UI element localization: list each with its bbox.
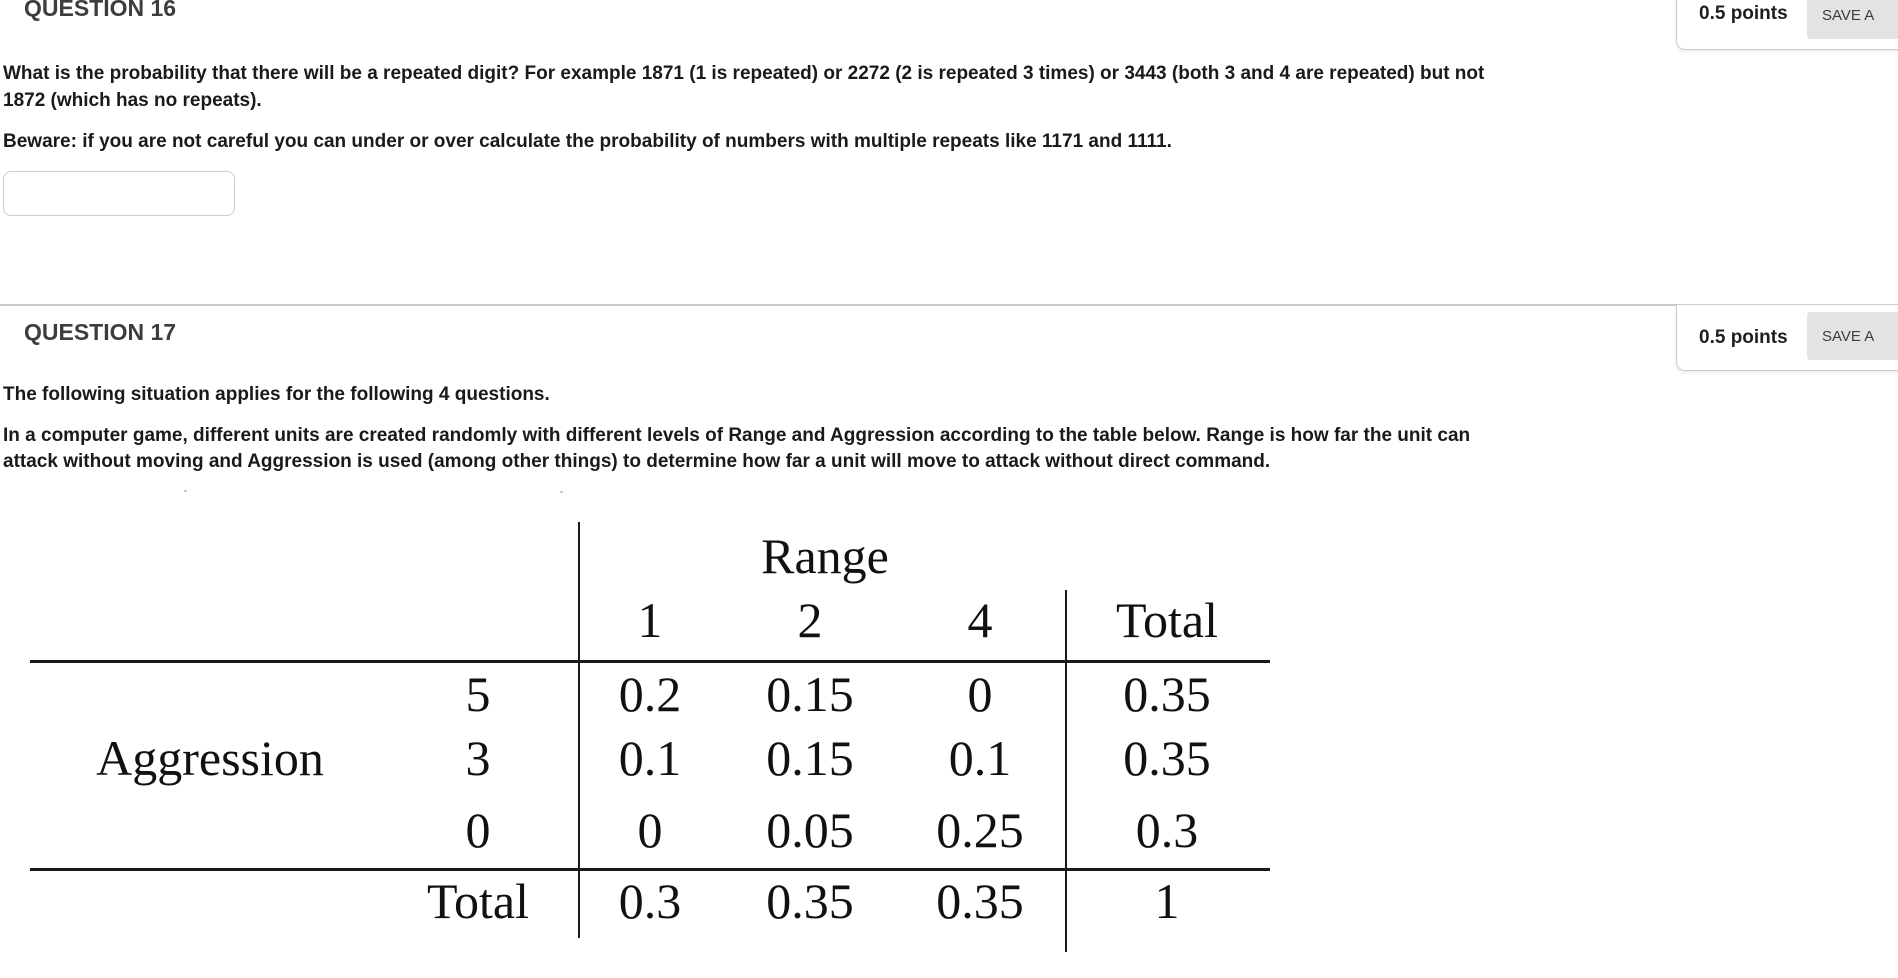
table-grand-total: 1 [1154, 873, 1180, 929]
table-row-key: 5 [465, 666, 491, 722]
table-cell: 0.05 [766, 802, 854, 858]
question-16-answer-input[interactable] [3, 171, 235, 216]
table-row-key: 3 [465, 730, 491, 786]
question-16-text-line-2: 1872 (which has no repeats). [3, 90, 262, 111]
table-col-total: 0.35 [766, 873, 854, 929]
question-16-points-panel: 0.5 points SAVE A [1676, 0, 1898, 50]
table-cell: 0.15 [766, 730, 854, 786]
question-16-beware-text: Beware: if you are not careful you can u… [3, 131, 1172, 152]
table-row-total: 0.35 [1123, 730, 1211, 786]
question-divider [0, 304, 1676, 306]
table-cell: 0 [967, 666, 993, 722]
question-17-save-answer-button[interactable]: SAVE A [1807, 312, 1898, 360]
table-totals-row-label: Total [426, 873, 530, 929]
table-total-col-header: Total [1115, 592, 1219, 648]
table-horizontal-rule-totals [30, 868, 1270, 871]
table-cell: 0.15 [766, 666, 854, 722]
render-artifact-dot [560, 491, 563, 493]
table-horizontal-rule-header [30, 660, 1270, 663]
table-cell: 0.2 [618, 666, 682, 722]
probability-table-image: Range 1 2 4 Total 5 0.2 0.15 0 0.35 Aggr… [30, 510, 1270, 965]
table-col-group-label: Range [761, 528, 889, 584]
table-cell: 0.25 [936, 802, 1024, 858]
question-16-points-badge: 0.5 points [1699, 3, 1788, 24]
table-vertical-rule-left [578, 522, 580, 938]
question-16-heading: QUESTION 16 [24, 0, 177, 21]
table-row-group-label: Aggression [96, 730, 324, 786]
question-17-points-panel: 0.5 points SAVE A [1676, 304, 1898, 371]
question-16-save-answer-button[interactable]: SAVE A [1807, 0, 1898, 39]
table-vertical-rule-total [1065, 590, 1067, 952]
table-col-header: 2 [797, 592, 823, 648]
render-artifact-dot [184, 490, 187, 492]
question-17-points-badge: 0.5 points [1699, 327, 1788, 348]
table-row-total: 0.3 [1135, 802, 1199, 858]
table-col-total: 0.3 [618, 873, 682, 929]
table-cell: 0 [637, 802, 663, 858]
table-col-total: 0.35 [936, 873, 1024, 929]
table-row-key: 0 [465, 802, 491, 858]
question-17-intro-text: The following situation applies for the … [3, 384, 550, 405]
table-cell: 0.1 [618, 730, 682, 786]
table-col-header: 1 [637, 592, 663, 648]
question-16-text-line-1: What is the probability that there will … [3, 63, 1485, 84]
table-row-total: 0.35 [1123, 666, 1211, 722]
question-17-heading: QUESTION 17 [24, 319, 177, 345]
table-col-header: 4 [967, 592, 993, 648]
table-cell: 0.1 [948, 730, 1012, 786]
question-17-text-line-1: In a computer game, different units are … [3, 425, 1471, 446]
question-17-text-line-2: attack without moving and Aggression is … [3, 451, 1271, 472]
